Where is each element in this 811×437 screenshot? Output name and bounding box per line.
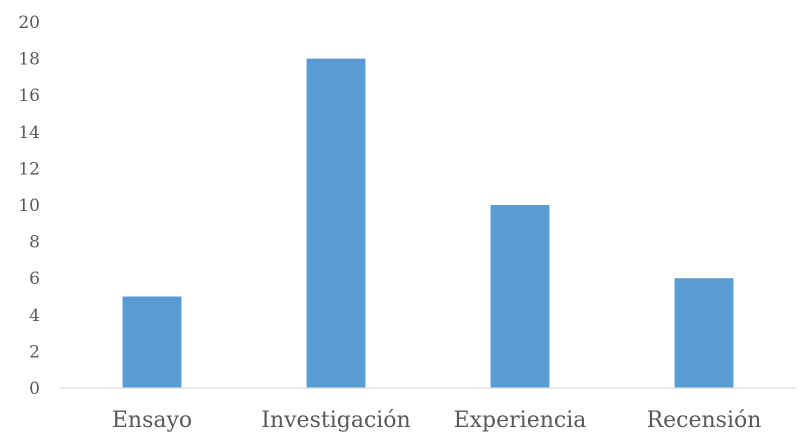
y-tick-label: 6 [29,269,40,289]
y-tick-label: 18 [18,50,40,70]
bar-investigación [306,58,366,388]
x-category-label: Recensión [647,408,762,433]
y-tick-label: 12 [18,159,40,179]
y-tick-label: 0 [29,379,40,399]
y-axis-ticks: 0 2 4 6 8 10 12 14 16 18 20 [18,13,40,399]
y-tick-label: 2 [29,342,40,362]
x-category-label: Ensayo [112,408,192,433]
y-tick-label: 16 [18,86,40,106]
y-tick-label: 4 [29,306,40,326]
y-tick-label: 20 [18,13,40,33]
x-category-label: Experiencia [454,408,587,433]
bar-experiencia [490,205,550,388]
bars [122,58,734,388]
x-axis-categories: Ensayo Investigación Experiencia Recensión [112,408,762,433]
y-tick-label: 10 [18,196,40,216]
y-tick-label: 14 [18,123,40,143]
y-tick-label: 8 [29,233,40,253]
x-category-label: Investigación [261,408,410,433]
bar-recensión [674,278,734,388]
bar-ensayo [122,296,182,388]
